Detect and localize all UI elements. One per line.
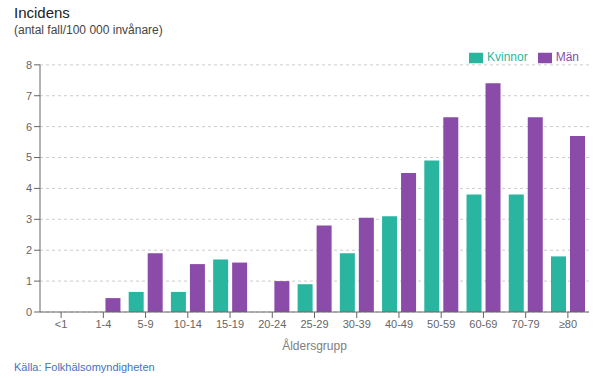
svg-text:5-9: 5-9 [138,318,154,330]
svg-text:40-49: 40-49 [385,318,413,330]
svg-text:7: 7 [26,90,32,102]
svg-text:25-29: 25-29 [300,318,328,330]
svg-text:1: 1 [26,275,32,287]
html-text:Kvinnor: Kvinnor [487,50,528,64]
svg-text:Åldersgrupp: Åldersgrupp [282,338,347,353]
html-text:Källa: Folkhälsomyndigheten: Källa: Folkhälsomyndigheten [14,361,155,373]
svg-text:50-59: 50-59 [427,318,455,330]
svg-text:4: 4 [26,182,32,194]
svg-text:20-24: 20-24 [258,318,286,330]
svg-text:30-39: 30-39 [343,318,371,330]
svg-text:60-69: 60-69 [469,318,497,330]
svg-text:0: 0 [26,306,32,318]
svg-text:6: 6 [26,121,32,133]
svg-text:8: 8 [26,59,32,71]
svg-text:70-79: 70-79 [512,318,540,330]
svg-text:1-4: 1-4 [95,318,111,330]
html-text:Män: Män [555,50,579,64]
svg-text:15-19: 15-19 [216,318,244,330]
html-text:Incidens: Incidens [14,4,70,21]
svg-text:3: 3 [26,213,32,225]
svg-text:10-14: 10-14 [174,318,202,330]
svg-text:≥80: ≥80 [559,318,577,330]
svg-text:<1: <1 [55,318,68,330]
svg-text:2: 2 [26,244,32,256]
html-text:(antal fall/100 000 invånare): (antal fall/100 000 invånare) [14,23,163,37]
svg-text:5: 5 [26,151,32,163]
